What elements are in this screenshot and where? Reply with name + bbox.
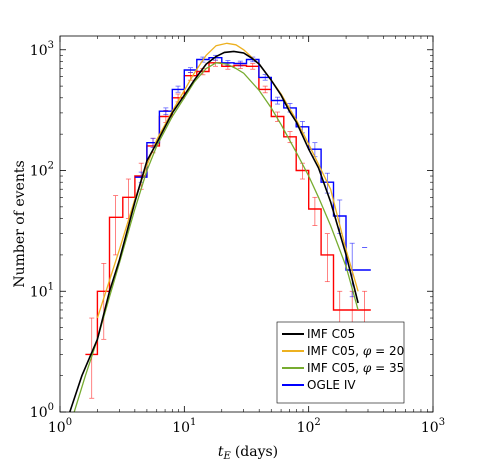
x-tick-label-base: 10 [172, 420, 190, 436]
x-tick-label-1: 101 [172, 417, 196, 436]
legend-label-1: IMF C05, φ = 20 [307, 344, 404, 358]
x-tick-label-exp: 1 [190, 417, 196, 428]
y-tick-label-base: 10 [30, 43, 48, 59]
x-tick-label-exp: 2 [314, 417, 320, 428]
series-3-errorbar-2 [163, 107, 169, 116]
y-tick-label-exp: 2 [48, 161, 54, 172]
legend-box [276, 321, 405, 404]
series-3-errorbar-3 [175, 85, 181, 93]
legend-label-part: φ [363, 344, 372, 358]
y-tick-label-base: 10 [30, 405, 48, 421]
x-axis-label-var: t [218, 444, 224, 460]
series-3-errorbar-8 [237, 60, 243, 67]
series-step-4 [85, 62, 371, 356]
x-tick-label-exp: 0 [66, 417, 72, 428]
legend-label-part: = 35 [371, 361, 404, 375]
series-4-errorbar-19 [324, 233, 330, 283]
series-4-errorbar-14 [262, 85, 268, 94]
series-3-errorbar-4 [187, 67, 193, 73]
x-tick-label-0: 100 [48, 417, 72, 436]
legend-label-part: IMF C05, [307, 361, 363, 375]
legend-label-part: IMF C05, [307, 344, 363, 358]
x-tick-label-base: 10 [48, 420, 66, 436]
x-tick-label-base: 10 [297, 420, 315, 436]
series-step-3 [134, 57, 371, 271]
series-3-errorbar-11 [275, 96, 281, 105]
y-axis-label: Number of events [12, 160, 28, 287]
legend-label-3: OGLE IV [307, 378, 356, 392]
legend-label-part: = 20 [371, 344, 404, 358]
y-tick-label-1: 101 [30, 281, 54, 300]
series-4-errorbar-18 [312, 196, 318, 226]
x-axis-label: tE (days) [218, 444, 278, 462]
series-4-errorbar-1 [101, 263, 107, 340]
y-tick-label-2: 102 [30, 161, 54, 180]
series-4 [85, 59, 371, 399]
legend-label-2: IMF C05, φ = 35 [307, 361, 404, 375]
plot-frame [59, 35, 434, 413]
y-tick-label-exp: 3 [48, 40, 54, 51]
y-tick-label-exp: 0 [48, 402, 54, 413]
legend-label-part: φ [363, 361, 372, 375]
series-layer [69, 42, 371, 413]
x-axis-label-sub: E [223, 451, 232, 462]
x-tick-label-2: 102 [297, 417, 321, 436]
x-tick-label-exp: 3 [439, 417, 445, 428]
y-tick-label-base: 10 [30, 164, 48, 180]
legend-label-0: IMF C05 [307, 327, 355, 341]
series-4-errorbar-13 [250, 63, 256, 70]
x-tick-label-3: 103 [421, 417, 445, 436]
y-tick-label-exp: 1 [48, 281, 54, 292]
y-tick-label-base: 10 [30, 284, 48, 300]
y-tick-label-3: 103 [30, 40, 54, 59]
x-tick-label-base: 10 [421, 420, 439, 436]
y-tick-label-0: 100 [30, 402, 54, 421]
x-axis-label-unit: (days) [235, 444, 278, 460]
